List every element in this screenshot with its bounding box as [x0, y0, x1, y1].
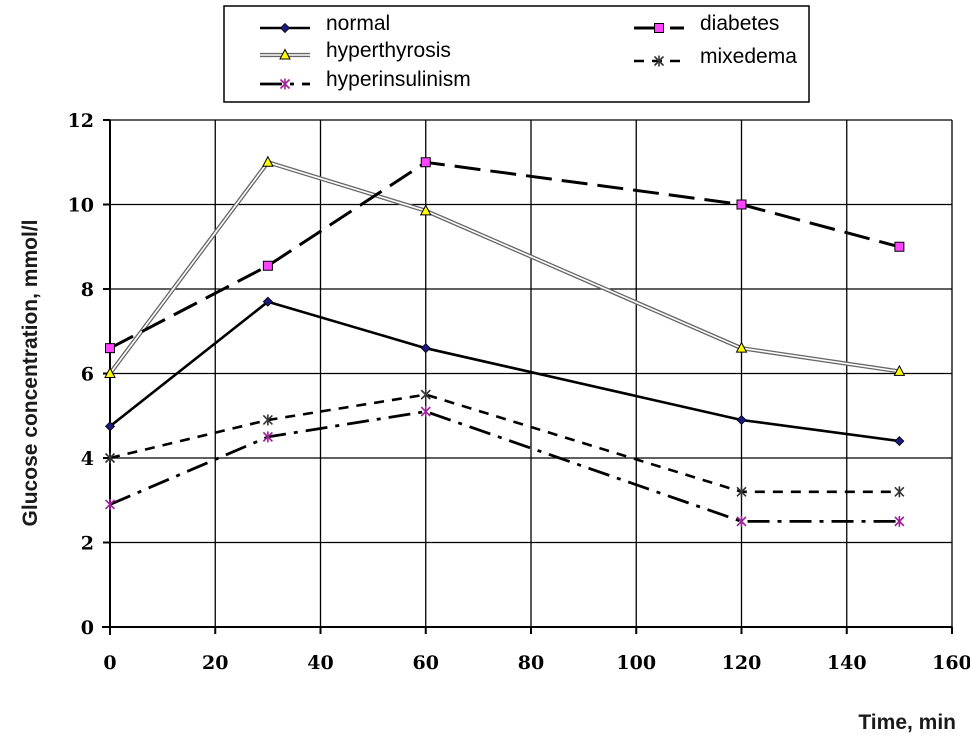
legend-label: hyperthyrosis	[326, 39, 451, 62]
series-mixedema	[104, 389, 905, 498]
legend-label: diabetes	[700, 12, 779, 35]
x-tick-label: 140	[827, 652, 867, 674]
data-point-normal	[262, 296, 273, 307]
y-tick-label: 10	[68, 195, 94, 217]
data-point-hyperinsulinism	[104, 498, 116, 510]
data-point-hyperthyrosis	[419, 204, 432, 216]
data-point-hyperinsulinism	[894, 515, 905, 527]
data-point-hyperinsulinism	[420, 406, 431, 418]
y-tick-label: 2	[81, 533, 94, 555]
x-tick-label: 80	[518, 652, 544, 674]
y-tick-label: 6	[81, 364, 94, 386]
data-point-diabetes	[262, 260, 273, 271]
x-tick-label: 120	[722, 652, 762, 674]
legend-box	[223, 5, 810, 103]
x-tick-label: 40	[307, 652, 333, 674]
data-point-normal	[279, 22, 291, 34]
axes	[102, 119, 953, 635]
data-point-diabetes	[105, 343, 115, 354]
data-point-mixedema	[736, 486, 747, 498]
data-point-hyperinsulinism	[736, 515, 747, 527]
data-point-hyperinsulinism	[279, 78, 291, 90]
data-point-normal	[420, 343, 431, 354]
legend-entry-normal: normal	[260, 12, 390, 35]
y-tick-label: 8	[81, 279, 94, 301]
series-diabetes	[105, 157, 905, 354]
legend-entry-diabetes: diabetes	[634, 12, 779, 35]
data-point-mixedema	[420, 389, 431, 401]
data-point-mixedema	[104, 452, 116, 464]
series-hyperinsulinism	[104, 406, 905, 527]
x-axis-title: Time, min	[858, 711, 956, 734]
legend: normal hyperthyrosis hyperinsulinism diabet…	[223, 5, 810, 103]
x-tick-label: 60	[413, 652, 439, 674]
data-point-hyperthyrosis	[262, 155, 274, 167]
legend-label: mixedema	[700, 45, 797, 68]
legend-label: hyperinsulinism	[326, 68, 471, 91]
data-point-mixedema	[653, 55, 665, 67]
data-point-diabetes	[654, 23, 664, 33]
series-hyperthyrosis	[104, 155, 906, 378]
legend-entry-mixedema: mixedema	[634, 45, 797, 68]
y-axis-title: Glucose concentration, mmol/l	[19, 220, 42, 527]
legend-entry-hyperthyrosis: hyperthyrosis	[260, 39, 451, 62]
data-point-normal	[736, 414, 747, 426]
data-point-normal	[104, 421, 116, 432]
data-point-mixedema	[894, 486, 905, 498]
grid	[110, 119, 953, 627]
data-point-diabetes	[894, 241, 905, 252]
x-tick-label: 20	[202, 652, 228, 674]
data-point-hyperthyrosis	[279, 48, 291, 60]
data-point-diabetes	[420, 157, 431, 168]
data-point-hyperthyrosis	[104, 366, 116, 378]
data-point-diabetes	[736, 199, 747, 210]
x-tick-label: 100	[616, 652, 656, 674]
x-tick-label: 0	[103, 652, 116, 674]
legend-entry-hyperinsulinism: hyperinsulinism	[260, 68, 471, 91]
x-tick-label: 160	[932, 652, 970, 674]
y-tick-label: 12	[68, 110, 94, 132]
series-normal	[104, 296, 905, 447]
data-point-mixedema	[262, 414, 273, 426]
data-point-hyperinsulinism	[262, 431, 273, 443]
y-tick-label: 4	[81, 448, 94, 470]
series-layer	[104, 155, 906, 527]
legend-label: normal	[326, 12, 390, 35]
data-point-hyperthyrosis	[893, 364, 906, 376]
data-point-normal	[894, 436, 905, 447]
data-point-hyperthyrosis	[735, 341, 748, 353]
y-tick-label: 0	[81, 617, 94, 639]
